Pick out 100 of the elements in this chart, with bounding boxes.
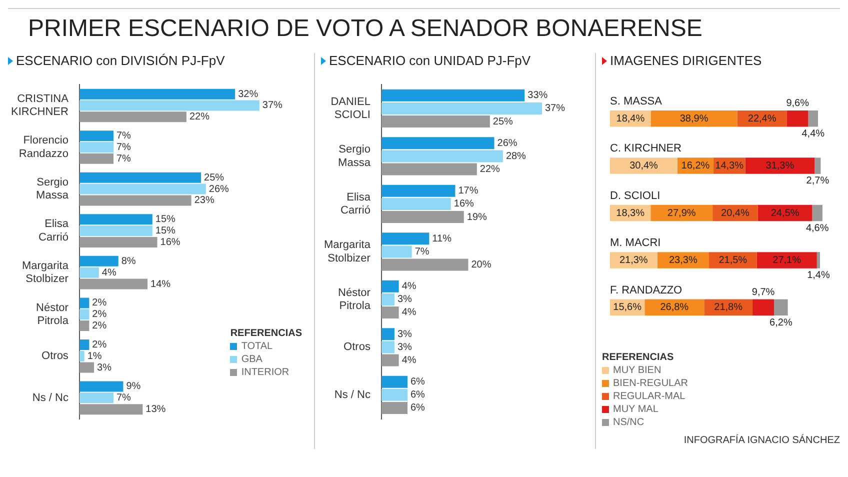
data-label: 4% (402, 354, 416, 366)
data-label: 9,6% (786, 98, 810, 110)
y-tick-label: Sergio Massa (338, 144, 372, 169)
bar (381, 341, 394, 354)
bar (79, 153, 114, 164)
y-tick-label: Sergio Massa (36, 176, 70, 202)
bar (79, 112, 186, 122)
bar (381, 137, 494, 150)
bar (745, 158, 815, 174)
data-label: 19% (466, 212, 488, 223)
bar (808, 110, 818, 127)
y-tick-label: D. SCIOLI (610, 190, 660, 202)
data-label: 21,8% (714, 302, 743, 314)
text: INFOGRAFÍA IGNACIO SÁNCHEZ (684, 435, 840, 446)
bar (381, 354, 399, 366)
data-label: 23,3% (668, 254, 698, 266)
bar (79, 381, 124, 392)
bar (79, 130, 114, 142)
data-label: 31,3% (766, 160, 794, 172)
y-tick-label: Elisa Carrió (38, 218, 70, 244)
data-label: 2,7% (806, 176, 830, 187)
data-label: 20,4% (721, 208, 750, 219)
data-label: 38,9% (680, 113, 708, 124)
data-label: 22,4% (748, 113, 776, 124)
data-label: 4% (102, 267, 116, 278)
data-label: 7% (116, 142, 132, 154)
bar (812, 204, 822, 222)
data-label: 1% (87, 350, 102, 362)
data-label: 2% (92, 298, 107, 309)
bar (381, 246, 412, 258)
bar (381, 402, 408, 414)
data-label: 21,5% (718, 254, 748, 266)
legend-label: REGULAR-MAL (612, 390, 686, 403)
data-label: 6% (410, 402, 426, 414)
data-label: 3% (97, 362, 112, 374)
legend-label: INTERIOR (240, 366, 290, 379)
bar (79, 404, 143, 415)
data-label: 21,3% (619, 254, 648, 266)
bar (381, 163, 477, 176)
bar (610, 252, 658, 268)
bar (814, 158, 821, 174)
data-label: 25% (204, 172, 224, 184)
y-tick-label: Néstor Pitrola (338, 286, 372, 312)
y-tick-label: Ns / Nc (32, 392, 69, 404)
data-label: 7% (414, 246, 430, 258)
bar (79, 226, 152, 236)
y-tick-label: DANIEL SCIOLI (330, 96, 370, 122)
bar (816, 252, 820, 268)
data-label: 30,4% (630, 160, 658, 172)
bar (79, 172, 202, 183)
data-label: 4,4% (802, 128, 825, 140)
bar (756, 252, 817, 268)
data-label: 17% (458, 186, 478, 197)
bar (79, 298, 90, 308)
data-label: 15% (155, 214, 176, 226)
legend-label: MUY MAL (612, 403, 660, 416)
bar (381, 150, 503, 162)
bar (381, 211, 464, 224)
data-label: 2% (92, 339, 107, 350)
data-label: 3% (397, 342, 412, 353)
legend-label: TOTAL (240, 340, 274, 353)
y-tick-label: M. MACRI (610, 237, 661, 250)
bar (79, 339, 90, 350)
data-label: 18,4% (616, 113, 645, 124)
data-label: 9,7% (752, 287, 775, 298)
y-tick-label: Elisa Carrió (340, 191, 372, 217)
bar (381, 89, 525, 102)
data-label: 22% (480, 164, 500, 176)
bar (79, 214, 152, 225)
bar (381, 280, 399, 292)
legend-label: MUY BIEN (612, 364, 662, 377)
data-label: 3% (397, 294, 412, 306)
legend-label: NS/NC (612, 416, 646, 429)
data-label: 33% (528, 90, 548, 102)
bar (79, 184, 206, 194)
bar (79, 350, 84, 362)
data-label: 28% (506, 150, 526, 162)
data-label: 4,6% (806, 222, 829, 234)
y-tick-label: Margarita Stolbizer (324, 239, 372, 264)
data-label: 3% (397, 328, 412, 340)
bar (381, 388, 408, 401)
data-label: 7% (116, 392, 132, 404)
bar (786, 110, 808, 127)
data-label: 2% (92, 320, 107, 332)
bar (79, 256, 118, 266)
data-label: 4% (402, 307, 416, 318)
data-label: 1,4% (807, 270, 830, 282)
bar (381, 116, 490, 128)
bar (381, 184, 456, 197)
bar (381, 306, 399, 318)
bar (79, 320, 90, 332)
data-label: 32% (238, 88, 258, 100)
data-label: 14% (150, 278, 171, 290)
bar (381, 232, 430, 245)
data-label: 16% (160, 236, 180, 248)
data-label: 24,5% (770, 208, 800, 219)
bar (79, 392, 114, 404)
data-label: 4% (402, 281, 416, 292)
data-label: 37% (262, 100, 283, 112)
data-label: 22% (189, 112, 210, 123)
